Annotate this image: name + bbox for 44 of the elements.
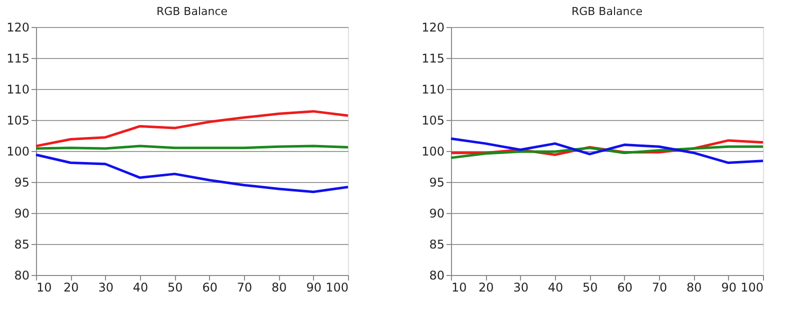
line-series xyxy=(34,153,350,194)
x-tick-label: 90 xyxy=(306,280,322,294)
y-tick-label: 105 xyxy=(422,114,444,128)
y-tick-label: 95 xyxy=(429,176,444,190)
x-tick-label: 80 xyxy=(686,280,702,294)
x-tick-label: 10 xyxy=(36,280,52,294)
x-tick-label: 60 xyxy=(617,280,632,294)
y-tick-label: 85 xyxy=(429,238,444,252)
x-tick-label: 30 xyxy=(98,280,114,294)
x-tick-label: 20 xyxy=(478,280,494,294)
y-tick-label: 90 xyxy=(429,206,444,220)
x-tick-label: 50 xyxy=(168,280,183,294)
x-tick-label: 20 xyxy=(64,280,79,294)
x-tick-label: 100 xyxy=(740,280,764,294)
y-tick-label: 120 xyxy=(6,20,30,34)
x-tick-label: 40 xyxy=(548,280,564,294)
line-series xyxy=(450,137,764,164)
x-tick-label: 90 xyxy=(721,280,736,294)
x-tick-label: 80 xyxy=(272,280,287,294)
x-tick-label: 70 xyxy=(236,280,252,294)
line-series xyxy=(34,110,350,148)
x-tick-label: 40 xyxy=(132,280,148,294)
y-tick-label: 80 xyxy=(14,268,30,282)
y-tick-label: 105 xyxy=(6,114,30,128)
x-tick-label: 30 xyxy=(513,280,528,294)
y-tick-label: 95 xyxy=(14,176,30,190)
y-tick-label: 90 xyxy=(14,206,30,220)
chart-title: RGB Balance xyxy=(156,5,228,18)
y-tick-label: 110 xyxy=(422,82,444,96)
x-tick-label: 70 xyxy=(652,280,668,294)
y-tick-label: 80 xyxy=(429,268,444,282)
y-tick-label: 100 xyxy=(422,144,444,158)
x-tick-label: 100 xyxy=(326,280,348,294)
x-tick-label: 60 xyxy=(202,280,218,294)
y-tick-label: 100 xyxy=(6,144,30,158)
y-tick-label: 85 xyxy=(14,238,30,252)
x-tick-label: 10 xyxy=(452,280,467,294)
chart-title: RGB Balance xyxy=(571,5,643,18)
x-tick-label: 50 xyxy=(582,280,598,294)
y-tick-label: 115 xyxy=(422,52,444,66)
y-tick-label: 120 xyxy=(422,20,444,34)
y-tick-label: 110 xyxy=(6,82,30,96)
line-series xyxy=(450,145,764,160)
y-tick-label: 115 xyxy=(6,52,30,66)
